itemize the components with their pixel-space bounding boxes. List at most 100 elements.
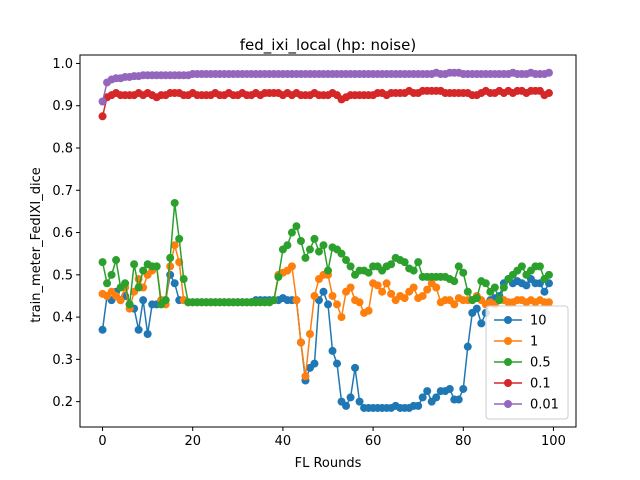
legend-label: 0.1 [530,377,551,392]
data-point [481,279,490,288]
data-point [283,241,292,250]
y-tick-label: 0.2 [52,395,73,410]
data-point [301,372,310,381]
y-tick-label: 0.7 [52,184,73,199]
data-point [472,294,481,303]
data-point [364,306,373,315]
data-point [432,393,441,402]
data-point [337,313,346,322]
y-tick-label: 0.8 [52,142,73,157]
legend-label: 1 [530,335,538,350]
data-point [400,294,409,303]
data-point [314,247,323,256]
data-point [351,363,360,372]
data-point [373,281,382,290]
data-point [328,291,337,300]
x-tick-label: 20 [184,434,201,449]
data-point [409,283,418,292]
legend-marker [504,337,512,345]
data-point [463,342,472,351]
data-point [98,112,107,121]
x-tick-label: 80 [455,434,472,449]
data-point [296,338,305,347]
data-point [382,279,391,288]
data-point [346,262,355,271]
data-point [387,289,396,298]
x-axis-label: FL Rounds [295,456,362,471]
data-point [544,298,553,307]
data-point [274,272,283,281]
data-point [355,298,364,307]
data-point [490,283,499,292]
data-point [166,262,175,271]
data-point [409,266,418,275]
data-point [522,281,531,290]
y-tick-label: 0.9 [52,99,73,114]
axes: 0 20 40 60 80 100 0.2 0.3 0.4 0.5 0.6 0.7 0.8 0.9 1.0 [52,54,577,449]
data-point [310,234,319,243]
data-point [414,401,423,410]
legend-label: 0.5 [530,356,551,371]
chart-title: fed_ixi_local (hp: noise) [240,36,416,55]
data-point [540,287,549,296]
data-point [346,393,355,402]
data-point [414,258,423,267]
data-point [98,97,107,106]
data-point [418,393,427,402]
legend-marker [504,400,512,408]
data-point [333,300,342,309]
data-point [319,287,328,296]
data-point [305,330,314,338]
data-point [134,325,143,334]
data-point [423,387,432,396]
legend-label: 10 [530,314,547,329]
y-tick-label: 1.0 [52,57,73,72]
data-point [418,291,427,300]
data-point [450,277,459,286]
data-point [103,279,112,288]
data-point [170,241,179,250]
data-point [495,296,504,305]
data-point [170,279,179,288]
data-point [296,237,305,245]
data-point [161,296,170,305]
data-point [107,270,116,279]
legend-marker [504,379,512,387]
data-point [98,325,107,334]
data-point [400,258,409,267]
data-point [499,283,508,292]
data-point [328,346,337,355]
data-point [544,68,553,77]
data-point [364,268,373,277]
y-axis-label: train_meter_FedIXI_dice [29,167,44,322]
y-tick-label: 0.6 [52,226,73,241]
x-tick-label: 100 [541,434,566,449]
data-point [287,262,296,271]
data-point [175,234,184,243]
data-point [423,285,432,294]
x-tick-label: 40 [275,434,292,449]
data-point [310,291,319,300]
data-point [112,256,121,265]
plot-area [98,68,553,412]
legend-label: 0.01 [530,398,559,413]
data-point [355,397,364,406]
data-point [346,283,355,292]
data-point [459,384,468,393]
data-point [152,262,161,271]
data-point [179,275,188,284]
data-point [472,304,481,313]
data-point [139,266,148,275]
data-point [450,300,459,309]
data-point [269,296,278,305]
data-point [287,228,296,237]
data-point [535,262,544,271]
data-point [134,283,143,292]
data-point [544,89,553,98]
data-point [116,296,125,305]
axes-frame [79,54,577,428]
data-point [432,283,441,292]
x-tick-label: 0 [98,434,106,449]
data-point [342,401,351,410]
